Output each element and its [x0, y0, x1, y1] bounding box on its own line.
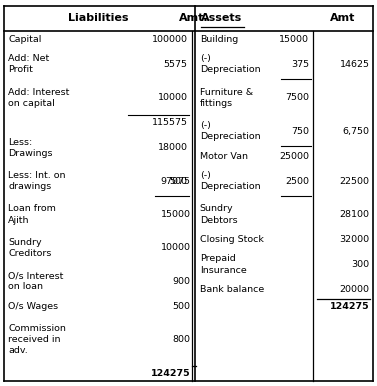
Text: 800: 800 [173, 335, 191, 344]
Text: (-)
Depreciation: (-) Depreciation [200, 121, 261, 141]
Text: Closing Stock: Closing Stock [200, 235, 264, 244]
Text: 5575: 5575 [164, 60, 188, 69]
Text: Motor Van: Motor Van [200, 152, 248, 161]
Text: Assets: Assets [201, 14, 242, 23]
Text: 500: 500 [170, 176, 188, 186]
Text: 20000: 20000 [339, 285, 369, 294]
Text: 28100: 28100 [339, 210, 369, 219]
Text: 32000: 32000 [339, 235, 369, 244]
Text: 2500: 2500 [285, 176, 309, 186]
Text: Liabilities: Liabilities [68, 14, 128, 23]
Text: 100000: 100000 [152, 35, 188, 44]
Text: Capital: Capital [8, 35, 42, 44]
Text: 6,750: 6,750 [342, 127, 369, 135]
Text: (-)
Depreciation: (-) Depreciation [200, 54, 261, 74]
Text: 25000: 25000 [279, 152, 309, 161]
Text: Less:
Drawings: Less: Drawings [8, 138, 53, 158]
Text: Add: Net
Profit: Add: Net Profit [8, 54, 49, 74]
Text: 750: 750 [291, 127, 309, 135]
Text: Amt: Amt [330, 14, 356, 23]
Text: 500: 500 [173, 302, 191, 311]
Text: Prepaid
Insurance: Prepaid Insurance [200, 254, 247, 274]
Text: 97075: 97075 [161, 176, 191, 186]
Text: 7500: 7500 [285, 93, 309, 102]
Text: Loan from
Ajith: Loan from Ajith [8, 205, 56, 225]
Text: 900: 900 [173, 277, 191, 286]
Text: Add: Interest
on capital: Add: Interest on capital [8, 88, 70, 108]
Text: Sundry
Creditors: Sundry Creditors [8, 238, 52, 258]
Text: Building: Building [200, 35, 238, 44]
Text: 124275: 124275 [330, 302, 369, 311]
Text: Amt.: Amt. [179, 14, 208, 23]
Text: Bank balance: Bank balance [200, 285, 264, 294]
Text: 124275: 124275 [151, 369, 191, 378]
Text: Commission
received in
adv.: Commission received in adv. [8, 324, 66, 355]
Text: O/s Wages: O/s Wages [8, 302, 58, 311]
Text: 375: 375 [291, 60, 309, 69]
Text: O/s Interest
on loan: O/s Interest on loan [8, 271, 64, 291]
Text: 22500: 22500 [339, 176, 369, 186]
Text: 10000: 10000 [158, 93, 188, 102]
Text: Less: Int. on
drawings: Less: Int. on drawings [8, 171, 66, 191]
Text: 115575: 115575 [152, 118, 188, 127]
Text: 14625: 14625 [339, 60, 369, 69]
Text: 15000: 15000 [161, 210, 191, 219]
Text: 15000: 15000 [279, 35, 309, 44]
Text: 18000: 18000 [158, 143, 188, 152]
Text: 10000: 10000 [161, 243, 191, 252]
Text: (-)
Depreciation: (-) Depreciation [200, 171, 261, 191]
Text: Sundry
Debtors: Sundry Debtors [200, 205, 238, 225]
Text: Furniture &
fittings: Furniture & fittings [200, 88, 253, 108]
Text: 300: 300 [351, 260, 369, 269]
